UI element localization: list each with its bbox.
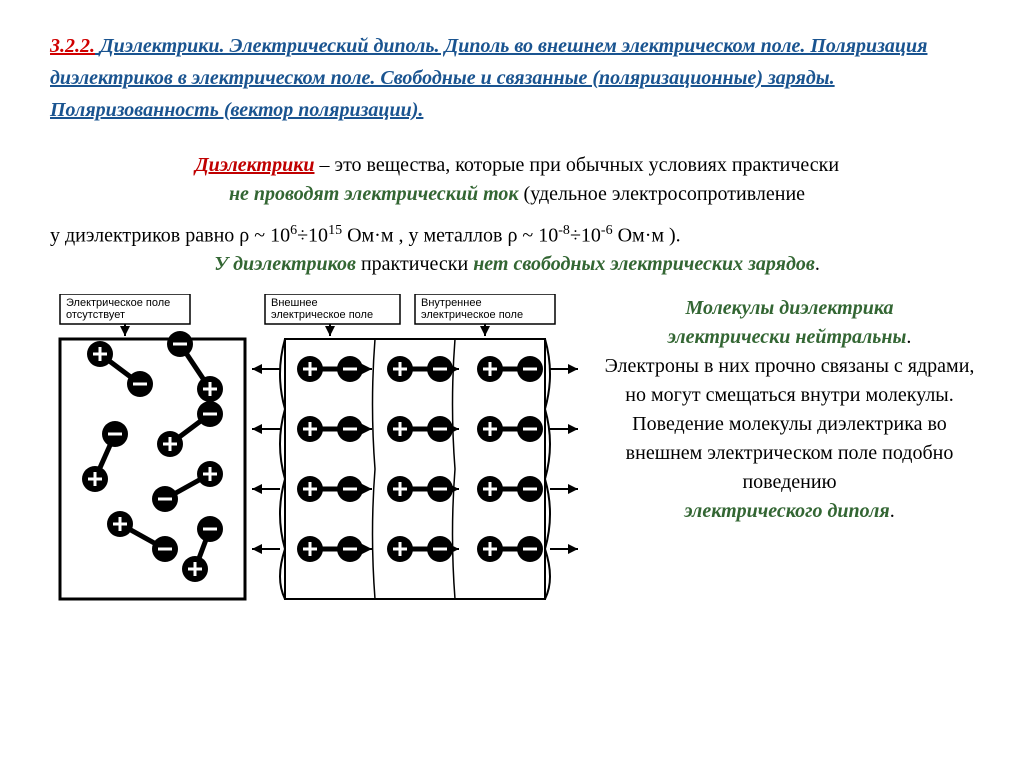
section-title: Диэлектрики. Электрический диполь. Дипол… xyxy=(50,35,927,121)
section-number: 3.2.2. xyxy=(50,35,95,57)
definition-line3: У диэлектриков практически нет свободных… xyxy=(50,253,984,276)
section-heading: 3.2.2. Диэлектрики. Электрический диполь… xyxy=(50,30,984,126)
svg-text:Внутреннее: Внутреннее xyxy=(421,297,482,309)
svg-text:Электрическое поле: Электрическое поле xyxy=(66,297,170,309)
definition-line1: Диэлектрики – это вещества, которые при … xyxy=(50,151,984,209)
svg-text:электрическое поле: электрическое поле xyxy=(421,309,523,321)
definition-line2: у диэлектриков равно ρ ~ 106÷1015 Ом·м ,… xyxy=(50,221,984,251)
svg-text:отсутствует: отсутствует xyxy=(66,309,125,321)
side-explanation: Молекулы диэлектрика электрически нейтра… xyxy=(590,294,984,634)
term-dielectrics: Диэлектрики xyxy=(195,154,315,176)
svg-text:Внешнее: Внешнее xyxy=(271,297,318,309)
svg-text:электрическое поле: электрическое поле xyxy=(271,309,373,321)
polarization-diagram: Электрическое полеотсутствуетВнешнееэлек… xyxy=(50,294,590,634)
